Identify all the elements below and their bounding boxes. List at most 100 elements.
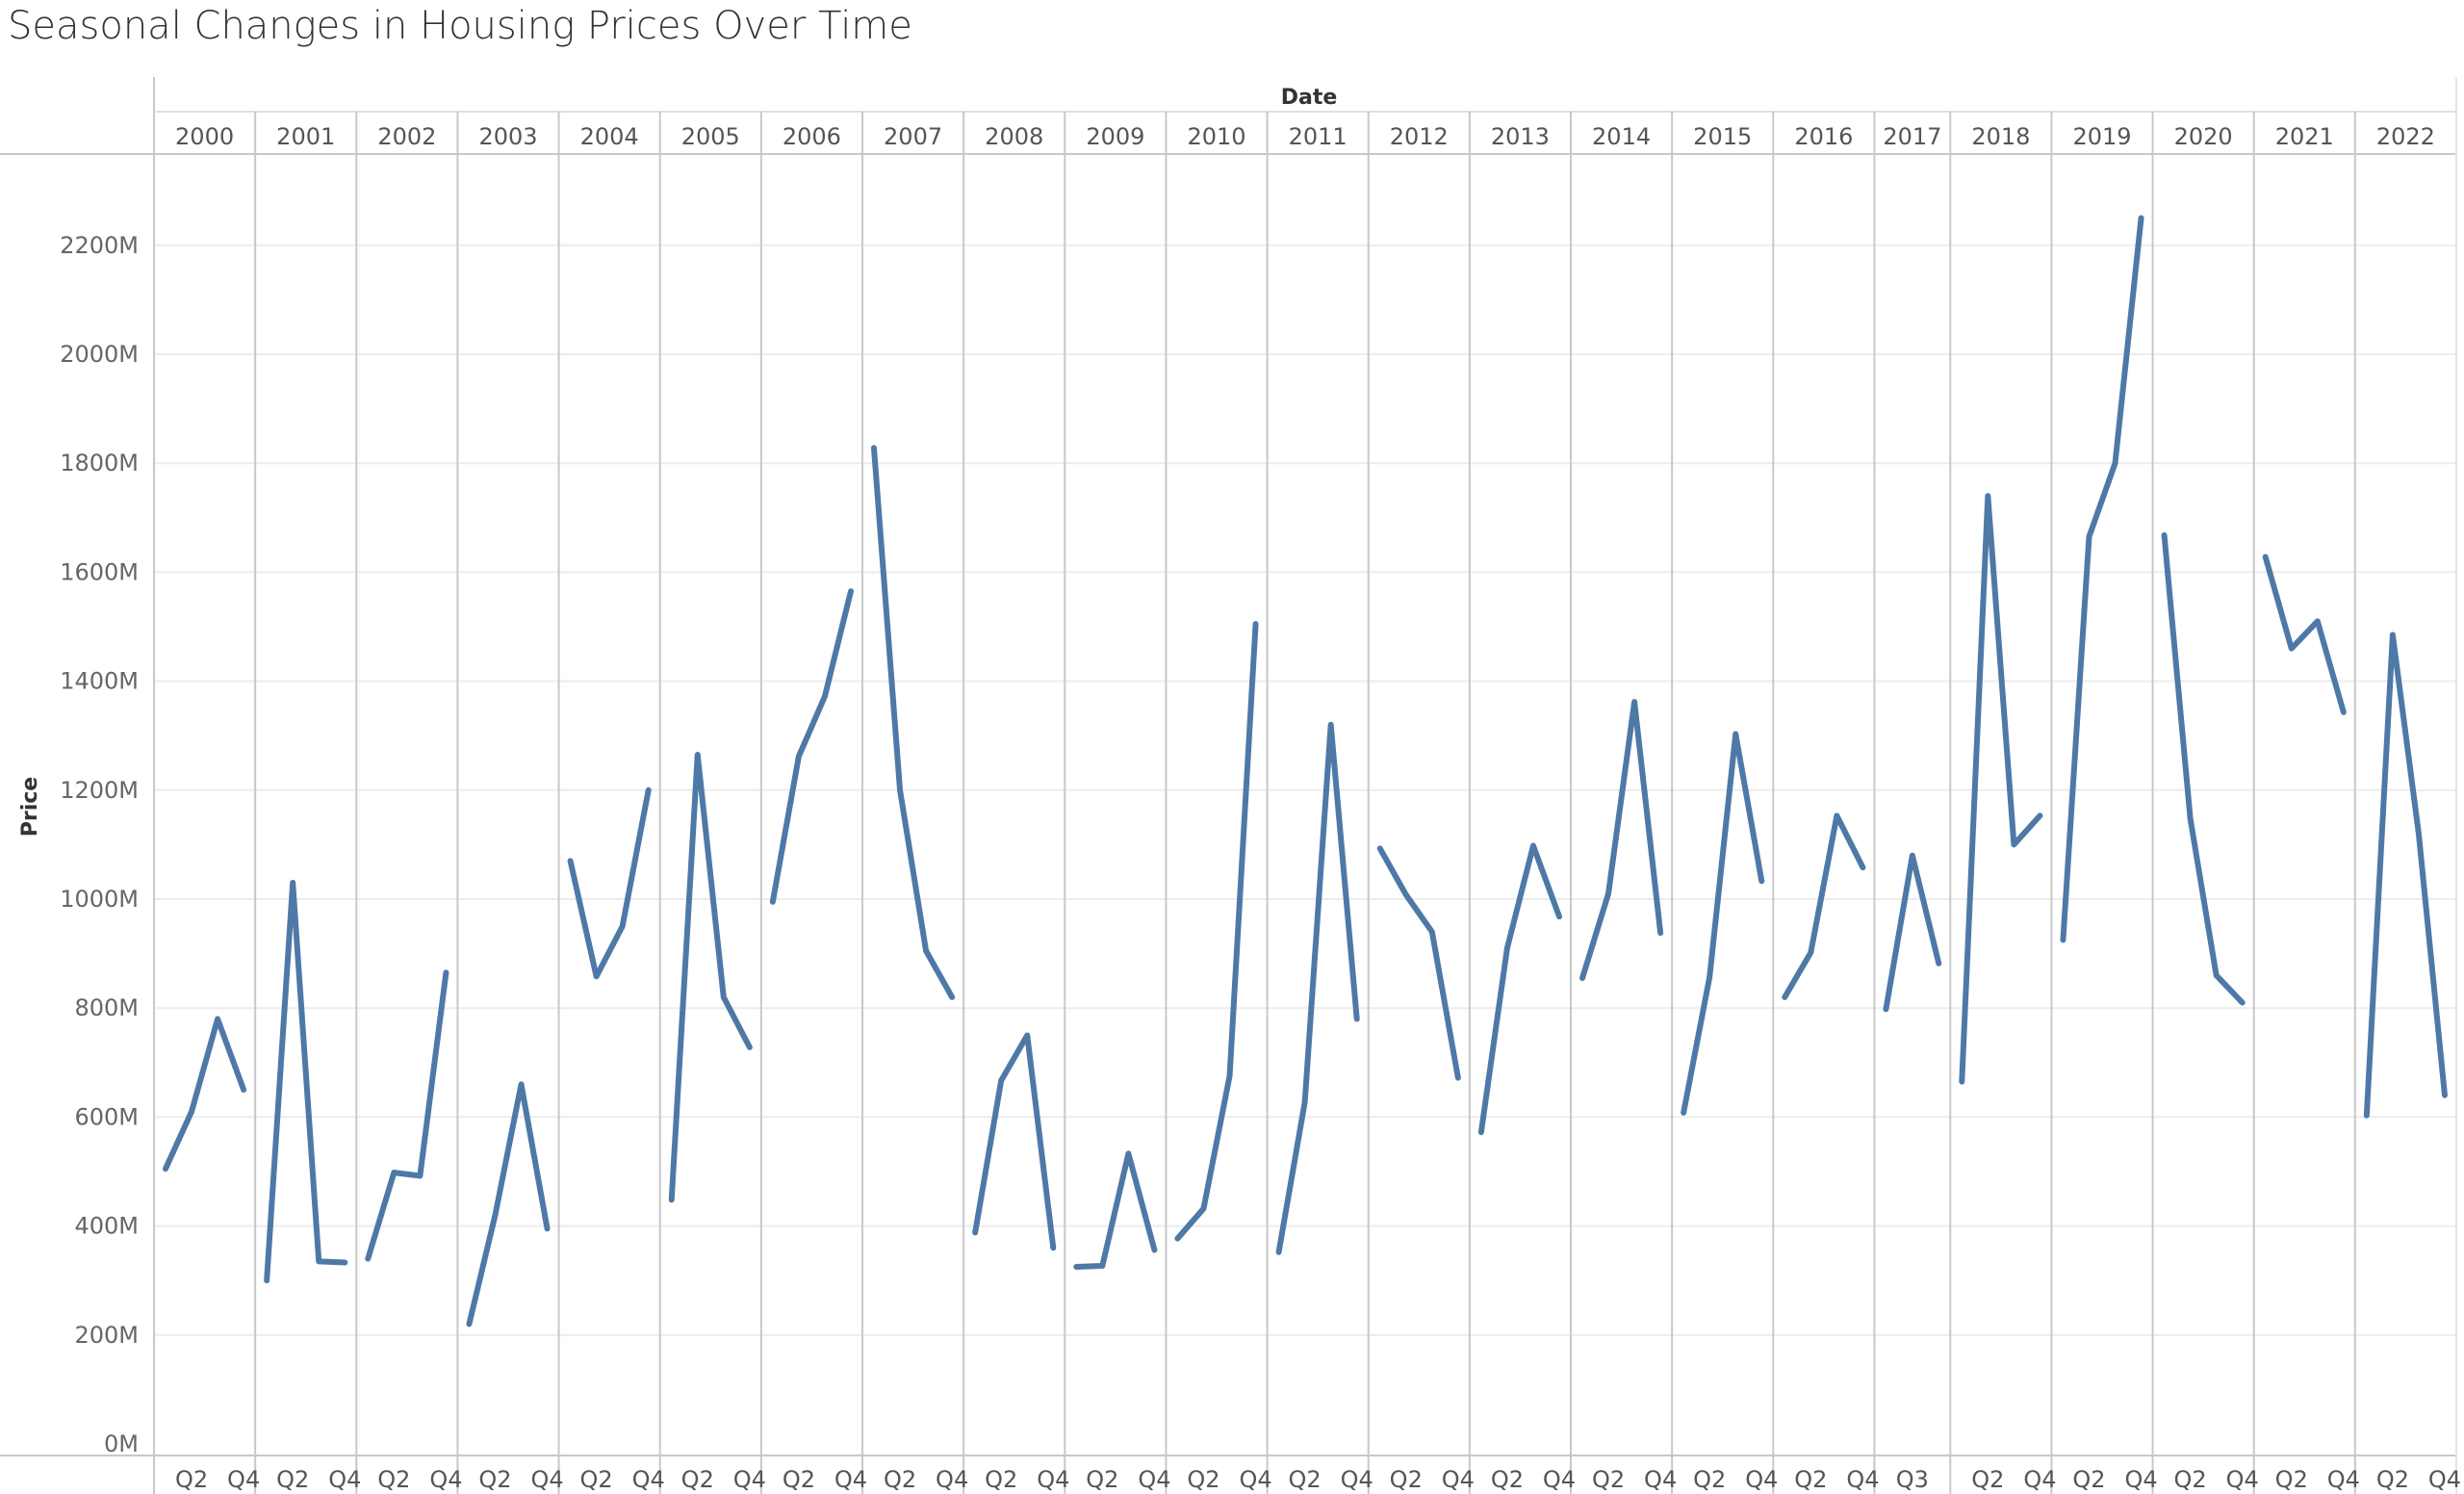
x-tick-label: Q4	[1442, 1466, 1475, 1493]
year-header-label: 2021	[2275, 123, 2334, 150]
chart-frame	[0, 77, 2457, 1494]
y-tick-label: 1600M	[60, 558, 139, 585]
x-tick-label: Q2	[2376, 1466, 2409, 1493]
x-tick-label: Q4	[1138, 1466, 1170, 1493]
gridlines	[154, 244, 2456, 1336]
x-tick-label: Q4	[1341, 1466, 1373, 1493]
series-line-2004	[567, 786, 652, 980]
x-tick-label: Q2	[2174, 1466, 2207, 1493]
x-tick-label: Q2	[276, 1466, 309, 1493]
x-tick-label: Q4	[632, 1466, 665, 1493]
series-line-2019	[2060, 215, 2144, 943]
x-tick-label: Q2	[1289, 1466, 1322, 1493]
x-tick-label: Q4	[1644, 1466, 1677, 1493]
x-tick-label: Q2	[1693, 1466, 1726, 1493]
year-header-label: 2016	[1794, 123, 1853, 150]
x-tick-label: Q4	[1846, 1466, 1879, 1493]
x-tick-label: Q4	[2124, 1466, 2157, 1493]
x-tick-label: Q4	[1037, 1466, 1069, 1493]
series-line-2010	[1174, 621, 1259, 1242]
x-tick-label: Q4	[530, 1466, 563, 1493]
x-tick-label: Q4	[936, 1466, 968, 1493]
y-tick-label: 400M	[74, 1213, 139, 1240]
year-header-label: 2012	[1390, 123, 1449, 150]
year-header-label: 2022	[2376, 123, 2435, 150]
x-tick-label: Q2	[681, 1466, 714, 1493]
chart-title: Seasonal Changes in Housing Prices Over …	[8, 4, 912, 48]
y-tick-label: 1400M	[60, 668, 139, 695]
year-header-label: 2010	[1187, 123, 1245, 150]
x-tick-label: Q2	[783, 1466, 815, 1493]
series-line-2020	[2161, 531, 2246, 1006]
year-header-label: 2020	[2174, 123, 2233, 150]
year-header-label: 2002	[377, 123, 436, 150]
x-tick-label: Q2	[580, 1466, 613, 1493]
year-header-label: 2019	[2072, 123, 2131, 150]
x-tick-label: Q3	[1896, 1466, 1929, 1493]
x-tick-label: Q4	[2327, 1466, 2360, 1493]
series-line-2013	[1477, 842, 1562, 1136]
series-line-2012	[1376, 845, 1461, 1081]
year-header-label: 2014	[1592, 123, 1651, 150]
series-line-2007	[871, 445, 956, 1000]
year-header-label: 2006	[783, 123, 841, 150]
x-tick-label: Q2	[377, 1466, 410, 1493]
year-header-label: 2003	[478, 123, 537, 150]
series-line-2017	[1883, 852, 1942, 1013]
x-tick-label: Q4	[328, 1466, 361, 1493]
y-tick-label: 1000M	[60, 886, 139, 913]
year-header-label: 2015	[1693, 123, 1752, 150]
series-line-2006	[769, 588, 854, 905]
x-tick-label: Q2	[478, 1466, 511, 1493]
x-tick-label: Q4	[2023, 1466, 2056, 1493]
x-tick-label: Q2	[175, 1466, 208, 1493]
year-header-label: 2005	[681, 123, 740, 150]
series-line-2009	[1073, 1150, 1158, 1271]
x-tick-label: Q4	[1239, 1466, 1271, 1493]
x-tick-label: Q4	[2226, 1466, 2259, 1493]
column-header: Date	[1281, 86, 1338, 110]
x-tick-label: Q4	[834, 1466, 867, 1493]
series-line-2001	[264, 880, 348, 1284]
year-header-label: 2013	[1491, 123, 1550, 150]
x-tick-label: Q4	[733, 1466, 766, 1493]
series-line-2000	[163, 1016, 247, 1172]
x-tick-label: Q2	[1390, 1466, 1423, 1493]
x-tick-label: Q4	[1745, 1466, 1778, 1493]
series-line-2016	[1782, 812, 1866, 1000]
series-line-2008	[972, 1032, 1057, 1251]
series-line-2015	[1681, 731, 1765, 1116]
x-tick-label: Q2	[884, 1466, 916, 1493]
series-line-2002	[365, 969, 449, 1262]
year-header-label: 2008	[985, 123, 1043, 150]
x-tick-label: Q2	[2275, 1466, 2308, 1493]
y-tick-label: 200M	[74, 1322, 139, 1349]
y-tick-label: 2200M	[60, 232, 139, 259]
y-axis-label: Price	[18, 777, 42, 837]
year-header-label: 2004	[580, 123, 639, 150]
x-tick-label: Q2	[1592, 1466, 1625, 1493]
year-headers: 2000 2001 2002 2003 2004 2005 2006 2007 2008 2009…	[175, 123, 2435, 150]
x-tick-label: Q4	[1543, 1466, 1576, 1493]
series-line-2011	[1275, 721, 1360, 1255]
y-tick-label: 1200M	[60, 777, 139, 804]
y-tick-label: 1800M	[60, 450, 139, 477]
year-header-label: 2009	[1086, 123, 1144, 150]
x-tick-label: Q2	[985, 1466, 1017, 1493]
series-line-2018	[1959, 493, 2043, 1085]
year-header-label: 2011	[1289, 123, 1348, 150]
x-tick-label: Q2	[2072, 1466, 2105, 1493]
x-axis: Q2 Q4 Q2 Q4 Q2 Q4 Q2 Q4 Q2 Q4 Q2 Q4 Q2 Q4 Q2 Q4 Q2 Q4 Q2 Q4…	[175, 1466, 2461, 1493]
x-tick-label: Q2	[1491, 1466, 1524, 1493]
y-tick-label: 2000M	[60, 341, 139, 368]
y-tick-label: 0M	[104, 1430, 139, 1457]
y-tick-label: 600M	[74, 1103, 139, 1130]
series-line-2021	[2262, 554, 2347, 715]
y-tick-label: 800M	[74, 994, 139, 1021]
x-tick-label: Q4	[2428, 1466, 2461, 1493]
year-header-label: 2007	[884, 123, 942, 150]
series-line-2022	[2363, 631, 2448, 1119]
x-tick-label: Q2	[1971, 1466, 2004, 1493]
year-header-label: 2001	[276, 123, 335, 150]
